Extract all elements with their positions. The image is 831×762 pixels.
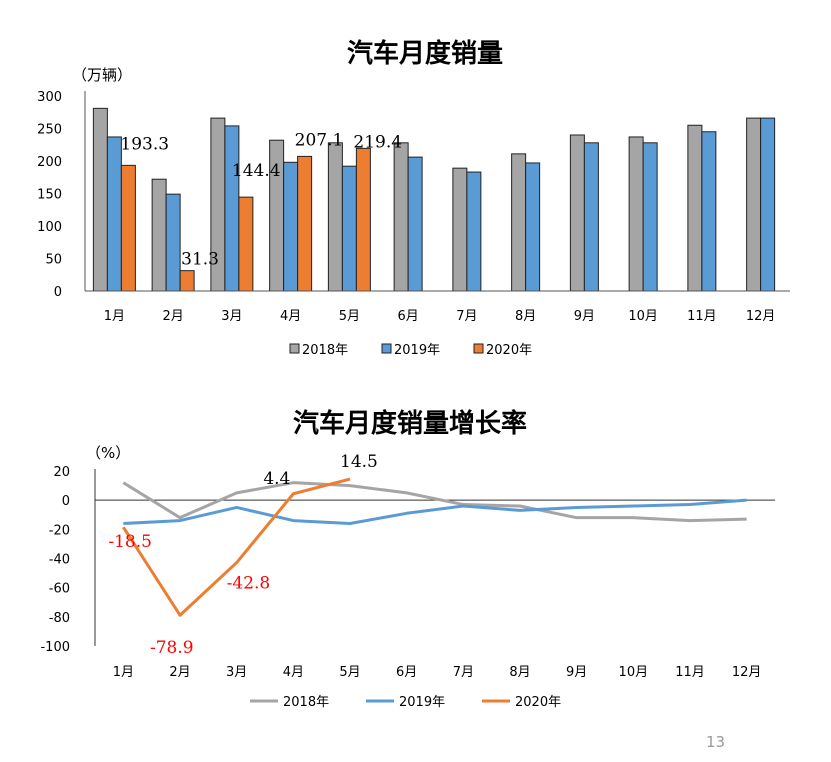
x-tick-label: 2月 xyxy=(169,665,190,680)
bar-2018年 xyxy=(569,134,585,292)
y-tick-label: -80 xyxy=(49,611,70,626)
bar-2019年 xyxy=(642,142,658,292)
bar-2019年 xyxy=(525,162,541,292)
bar-2018年 xyxy=(746,117,762,292)
bar-2018年 xyxy=(687,124,703,292)
y-tick-label: -60 xyxy=(49,582,70,597)
line-2018年 xyxy=(122,481,747,523)
bar-2019年 xyxy=(341,165,357,292)
legend-swatch xyxy=(289,343,300,354)
legend-label: 2018年 xyxy=(283,695,329,710)
bar-2019年 xyxy=(760,117,776,292)
bar-data-label: 31.3 xyxy=(181,250,219,270)
x-tick-label: 1月 xyxy=(113,665,134,680)
x-tick-label: 11月 xyxy=(675,665,705,680)
bar-chart-title: 汽车月度销量 xyxy=(347,38,503,69)
x-tick-label: 6月 xyxy=(397,309,418,324)
x-tick-label: 10月 xyxy=(619,665,649,680)
x-tick-label: 10月 xyxy=(628,309,658,324)
bar-data-label: 193.3 xyxy=(120,134,169,154)
x-tick-label: 5月 xyxy=(339,309,360,324)
legend-label: 2020年 xyxy=(515,695,561,710)
y-tick-label: 300 xyxy=(37,90,62,105)
bar-2020年 xyxy=(355,147,371,292)
bar-2020年 xyxy=(120,164,136,292)
legend-label: 2018年 xyxy=(302,343,348,358)
x-tick-label: 9月 xyxy=(566,665,587,680)
bar-2018年 xyxy=(92,107,108,292)
line-2020年 xyxy=(122,477,351,617)
y-tick-label: -40 xyxy=(49,553,70,568)
line-data-label: -18.5 xyxy=(108,532,152,552)
line-data-label: 14.5 xyxy=(340,452,378,472)
bar-2020年 xyxy=(297,155,313,292)
bar-2019年 xyxy=(407,156,423,292)
line-2019年 xyxy=(123,498,747,525)
bar-data-label: 207.1 xyxy=(295,130,344,150)
x-tick-label: 1月 xyxy=(104,309,125,324)
y-tick-label: -20 xyxy=(49,523,70,538)
legend-label: 2020年 xyxy=(486,343,532,358)
line-data-label: -42.8 xyxy=(227,574,271,594)
y-tick-label: 100 xyxy=(37,220,62,235)
bar-2019年 xyxy=(583,142,599,292)
x-tick-label: 12月 xyxy=(746,309,776,324)
x-tick-label: 8月 xyxy=(515,309,536,324)
line-chart-title: 汽车月度销量增长率 xyxy=(293,408,527,439)
x-tick-label: 4月 xyxy=(280,309,301,324)
legend-swatch xyxy=(381,343,392,354)
x-tick-label: 7月 xyxy=(456,309,477,324)
y-tick-label: 50 xyxy=(45,253,62,268)
y-tick-label: 250 xyxy=(37,123,62,138)
y-tick-label: -100 xyxy=(40,640,70,655)
x-tick-label: 9月 xyxy=(574,309,595,324)
x-tick-label: 2月 xyxy=(162,309,183,324)
y-tick-label: 20 xyxy=(53,465,70,480)
x-tick-label: 7月 xyxy=(453,665,474,680)
x-tick-label: 6月 xyxy=(396,665,417,680)
line-data-label: -78.9 xyxy=(150,638,194,658)
bar-2018年 xyxy=(327,142,343,292)
bar-2020年 xyxy=(238,196,254,292)
line-data-label: 4.4 xyxy=(263,469,290,489)
y-tick-label: 200 xyxy=(37,155,62,170)
legend-label: 2019年 xyxy=(399,695,445,710)
bar-2018年 xyxy=(628,136,644,292)
bar-2019年 xyxy=(701,131,717,292)
bar-2019年 xyxy=(283,161,299,292)
bar-2018年 xyxy=(393,142,409,292)
bar-2018年 xyxy=(452,167,468,292)
x-tick-label: 3月 xyxy=(221,309,242,324)
bar-data-label: 144.4 xyxy=(232,161,281,181)
bar-2019年 xyxy=(224,125,240,292)
bar-data-label: 219.4 xyxy=(353,132,402,152)
page-number: 13 xyxy=(706,733,726,751)
bar-2018年 xyxy=(511,153,527,292)
x-tick-label: 12月 xyxy=(732,665,762,680)
x-tick-label: 8月 xyxy=(509,665,530,680)
legend-swatch xyxy=(473,343,484,354)
x-tick-label: 5月 xyxy=(339,665,360,680)
x-tick-label: 4月 xyxy=(283,665,304,680)
bar-2019年 xyxy=(466,171,482,292)
bar-chart-ylabel: （万辆） xyxy=(72,66,132,84)
y-tick-label: 150 xyxy=(37,188,62,203)
line-chart-ylabel: （%） xyxy=(86,444,130,462)
x-tick-label: 3月 xyxy=(226,665,247,680)
legend-label: 2019年 xyxy=(394,343,440,358)
y-tick-label: 0 xyxy=(62,494,70,509)
bar-2019年 xyxy=(165,193,181,292)
y-tick-label: 0 xyxy=(54,285,62,300)
bar-2020年 xyxy=(179,270,195,292)
x-tick-label: 11月 xyxy=(687,309,717,324)
bar-2018年 xyxy=(151,178,167,292)
bar-2019年 xyxy=(106,136,122,292)
